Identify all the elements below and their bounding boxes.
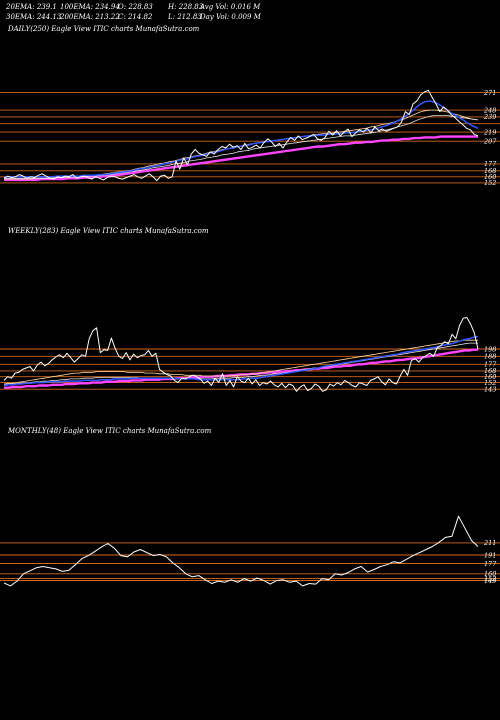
level-label-3: 168: [484, 367, 496, 375]
level-label-1: 248: [483, 106, 496, 114]
level-label-5: 149: [484, 577, 496, 585]
level-label-4: 152: [484, 575, 496, 583]
panel-label-weekly: WEEKLY(283) Eagle View ITIC charts Munaf…: [8, 227, 209, 235]
header-open: O: 228.83: [118, 3, 153, 11]
price-line: [3, 89, 479, 182]
level-label-2: 177: [484, 361, 497, 369]
header-low: L: 212.83: [168, 13, 202, 21]
level-label-4: 160: [484, 373, 496, 381]
ema-mid-line: [3, 339, 478, 385]
ema-white-line: [3, 342, 478, 386]
ema-fast-line: [4, 100, 479, 178]
level-label-1: 188: [484, 353, 496, 361]
ema-mid-line: [4, 109, 479, 180]
level-label-4: 207: [483, 138, 497, 146]
panel-label-daily: DAILY(250) Eagle View ITIC charts Munafa…: [8, 25, 200, 33]
level-label-2: 239: [483, 113, 496, 121]
level-label-0: 211: [483, 539, 496, 547]
header-ema30: 30EMA: 244.13: [6, 13, 62, 21]
header-close: C: 214.82: [118, 13, 153, 21]
level-label-1: 191: [484, 551, 496, 559]
level-label-6: 143: [484, 386, 496, 394]
level-label-3: 219: [483, 128, 496, 136]
level-label-5: 152: [484, 379, 496, 387]
header-high: H: 228.83: [168, 3, 204, 11]
ema-slow-line: [4, 135, 478, 182]
level-label-3: 160: [484, 570, 496, 578]
header-ema20: 20EMA: 239.1: [6, 3, 57, 11]
price-line: [3, 317, 479, 392]
level-label-0: 271: [483, 89, 496, 97]
level-label-6: 168: [484, 167, 496, 175]
level-label-2: 177: [484, 560, 497, 568]
header-ema200: 200EMA: 213.22: [60, 13, 120, 21]
header-avgvol: Avg Vol: 0.016 M: [200, 3, 261, 11]
level-label-0: 198: [484, 345, 496, 353]
panel-label-monthly: MONTHLY(48) Eagle View ITIC charts Munaf…: [8, 427, 212, 435]
header-dayvol: Day Vol: 0.009 M: [200, 13, 261, 21]
ema-fast-line: [3, 335, 479, 387]
header-ema100: 100EMA: 234.94: [60, 3, 120, 11]
level-label-8: 152: [484, 179, 496, 187]
level-label-5: 177: [484, 160, 497, 168]
level-label-7: 160: [484, 173, 496, 181]
price-line: [3, 515, 479, 587]
ema-slow-line: [4, 348, 478, 389]
